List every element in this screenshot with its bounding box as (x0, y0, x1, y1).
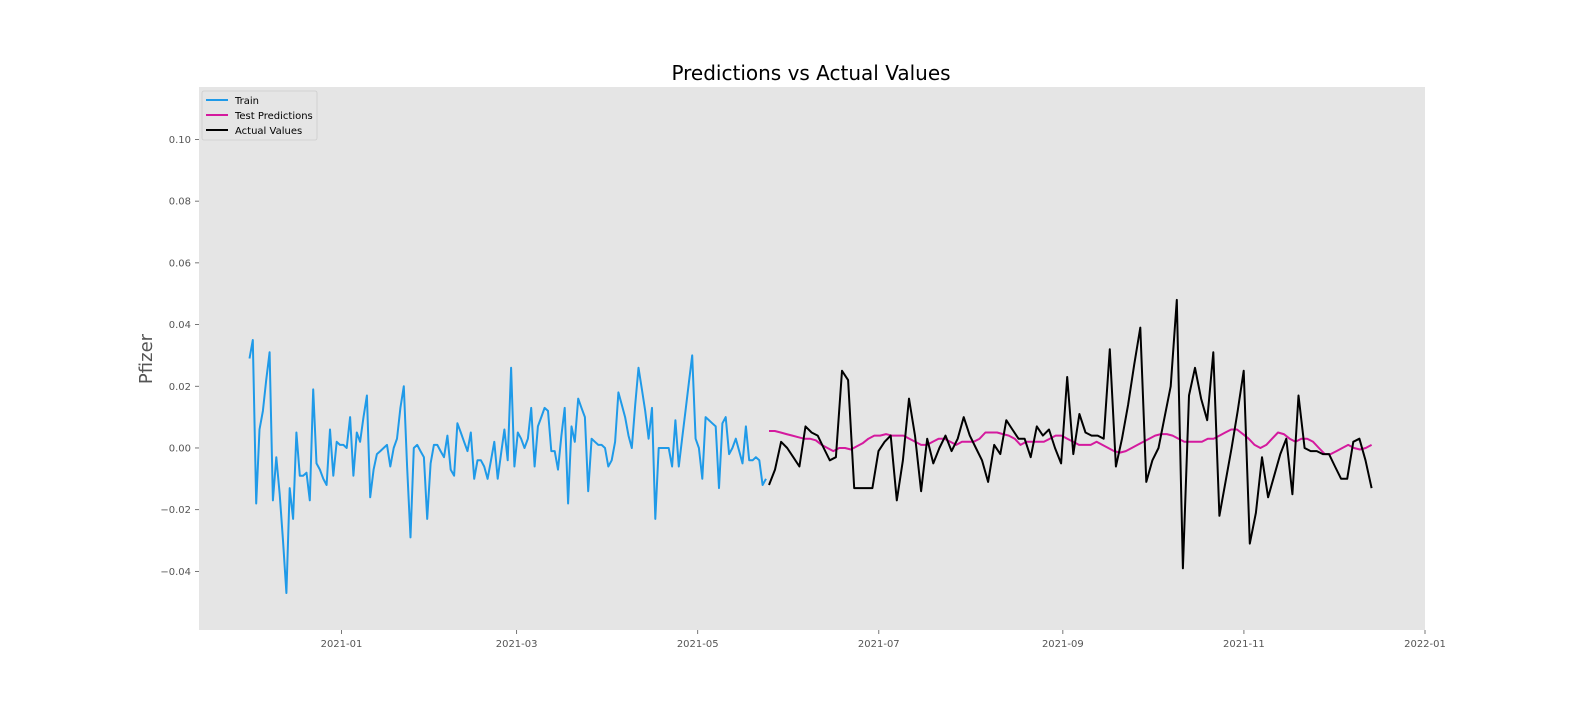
y-tick-label: 0.06 (169, 258, 191, 269)
x-tick-label: 2021-03 (496, 639, 538, 650)
legend-label-train: Train (234, 96, 259, 107)
y-tick-label: 0.02 (169, 382, 191, 393)
x-tick-label: 2021-09 (1042, 639, 1084, 650)
x-tick-label: 2021-11 (1223, 639, 1265, 650)
y-tick-label: −0.02 (160, 505, 191, 516)
x-tick-label: 2021-07 (858, 639, 900, 650)
y-tick-label: 0.04 (169, 320, 191, 331)
legend: Train Test Predictions Actual Values (201, 90, 318, 141)
y-tick-label: 0.08 (169, 197, 191, 208)
x-tick-label: 2021-05 (677, 639, 719, 650)
plot-area (199, 87, 1425, 630)
series-line-test-predictions (769, 428, 1373, 456)
series-line-train (248, 339, 767, 594)
series-line-actual-values (768, 298, 1373, 570)
y-tick-label: 0.00 (169, 443, 191, 454)
y-tick-label: 0.10 (169, 135, 191, 146)
chart-title: Predictions vs Actual Values (671, 61, 950, 85)
x-axis: 2021-01 2021-03 2021-05 2021-07 2021-09 2021-… (321, 630, 1446, 650)
series-lines (248, 298, 1373, 594)
x-tick-label: 2022-01 (1404, 639, 1446, 650)
y-axis-label: Pfizer (136, 333, 157, 384)
legend-label-test-predictions: Test Predictions (234, 111, 313, 122)
legend-label-actual-values: Actual Values (235, 126, 302, 137)
y-tick-label: −0.04 (160, 567, 191, 578)
y-axis: −0.04 −0.02 0.00 0.02 0.04 0.06 0.08 0.10 (160, 135, 199, 578)
legend-box (201, 90, 318, 141)
x-tick-label: 2021-01 (321, 639, 363, 650)
